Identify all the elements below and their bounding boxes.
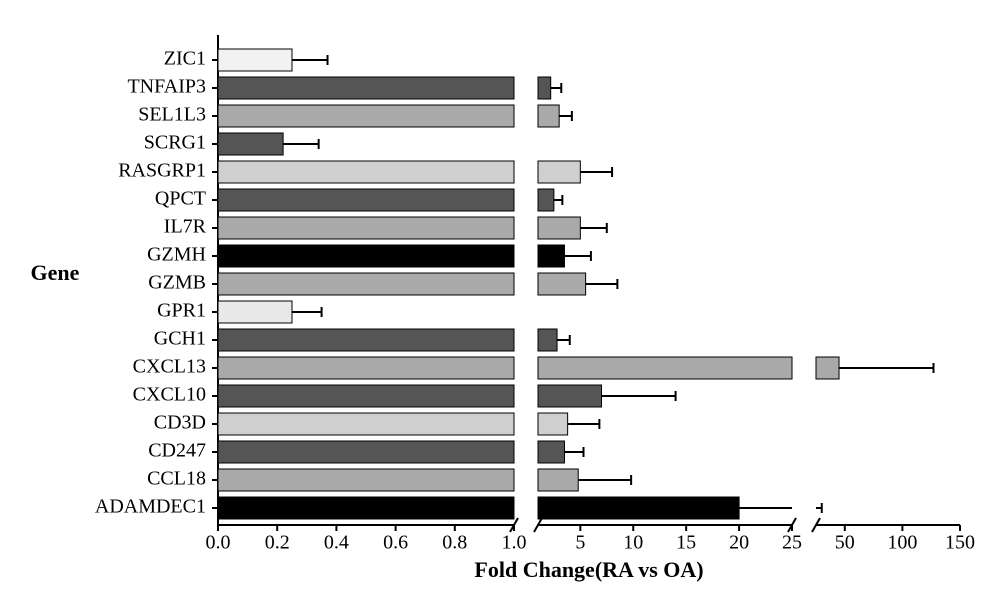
bar-segment bbox=[538, 497, 739, 519]
bar-segment bbox=[218, 105, 514, 127]
gene-label: RASGRP1 bbox=[118, 160, 206, 182]
bar-segment bbox=[538, 77, 551, 99]
gene-label: QPCT bbox=[155, 188, 206, 210]
gene-label: CD3D bbox=[154, 412, 206, 434]
x-tick-label: 20 bbox=[729, 532, 749, 554]
bar-segment bbox=[538, 105, 559, 127]
bar-segment bbox=[538, 329, 557, 351]
bar-segment bbox=[218, 133, 283, 155]
bar-segment bbox=[538, 441, 564, 463]
bar-segment bbox=[538, 469, 578, 491]
bar-segment bbox=[538, 413, 568, 435]
x-tick-label: 15 bbox=[676, 532, 696, 554]
bar-segment bbox=[218, 245, 514, 267]
x-tick-label: 0.0 bbox=[206, 532, 231, 554]
gene-label: ADAMDEC1 bbox=[95, 496, 206, 518]
gene-label: GPR1 bbox=[157, 300, 206, 322]
x-tick-label: 0.4 bbox=[324, 532, 349, 554]
chart-svg: 0.0 0.2 0.4 0.6 0.8 1.0 5 10 15 20 25 50 100 150 Fold … bbox=[20, 20, 980, 605]
x-tick-label: 25 bbox=[782, 532, 802, 554]
x-axis-label: Fold Change(RA vs OA) bbox=[474, 557, 703, 582]
gene-label: ZIC1 bbox=[164, 48, 206, 70]
gene-label: IL7R bbox=[164, 216, 207, 238]
bar-segment bbox=[538, 357, 792, 379]
gene-label: CXCL13 bbox=[133, 356, 206, 378]
gene-label: CD247 bbox=[148, 440, 206, 462]
gene-label: SCRG1 bbox=[144, 132, 206, 154]
gene-label: GZMB bbox=[148, 272, 206, 294]
bar-segment bbox=[218, 469, 514, 491]
bar-segment bbox=[538, 273, 586, 295]
gene-label: SEL1L3 bbox=[138, 104, 206, 126]
bar-segment bbox=[538, 189, 554, 211]
bar-segment bbox=[538, 245, 564, 267]
bar-segment bbox=[218, 329, 514, 351]
bar-segment bbox=[218, 273, 514, 295]
x-tick-label: 1.0 bbox=[502, 532, 527, 554]
bar-segment bbox=[218, 49, 292, 71]
bar-segment bbox=[218, 301, 292, 323]
bar-segment bbox=[218, 189, 514, 211]
bar-segment bbox=[816, 357, 839, 379]
bar-segment bbox=[538, 217, 580, 239]
x-tick-label: 0.8 bbox=[442, 532, 467, 554]
bar-segment bbox=[218, 385, 514, 407]
gene-fold-change-chart: 0.00.20.40.60.81.051015202550100150Fold … bbox=[20, 20, 980, 575]
gene-label: GZMH bbox=[147, 244, 206, 266]
y-axis-label: Gene bbox=[31, 260, 80, 285]
bar-segment bbox=[218, 161, 514, 183]
x-tick-label: 0.2 bbox=[265, 532, 290, 554]
bar-segment bbox=[218, 413, 514, 435]
bar-segment bbox=[538, 385, 602, 407]
bar-segment bbox=[538, 161, 580, 183]
x-tick-label: 10 bbox=[623, 532, 643, 554]
gene-label: TNFAIP3 bbox=[127, 76, 206, 98]
x-tick-label: 0.6 bbox=[383, 532, 408, 554]
bar-segment bbox=[218, 217, 514, 239]
bar-segment bbox=[218, 441, 514, 463]
bar-segment bbox=[218, 357, 514, 379]
gene-label: GCH1 bbox=[154, 328, 206, 350]
gene-label: CCL18 bbox=[147, 468, 206, 490]
x-tick-label: 5 bbox=[575, 532, 585, 554]
bar-segment bbox=[218, 497, 514, 519]
bar-segment bbox=[218, 77, 514, 99]
x-tick-label: 100 bbox=[887, 532, 917, 554]
x-tick-label: 50 bbox=[835, 532, 855, 554]
x-tick-label: 150 bbox=[945, 532, 975, 554]
gene-label: CXCL10 bbox=[133, 384, 206, 406]
